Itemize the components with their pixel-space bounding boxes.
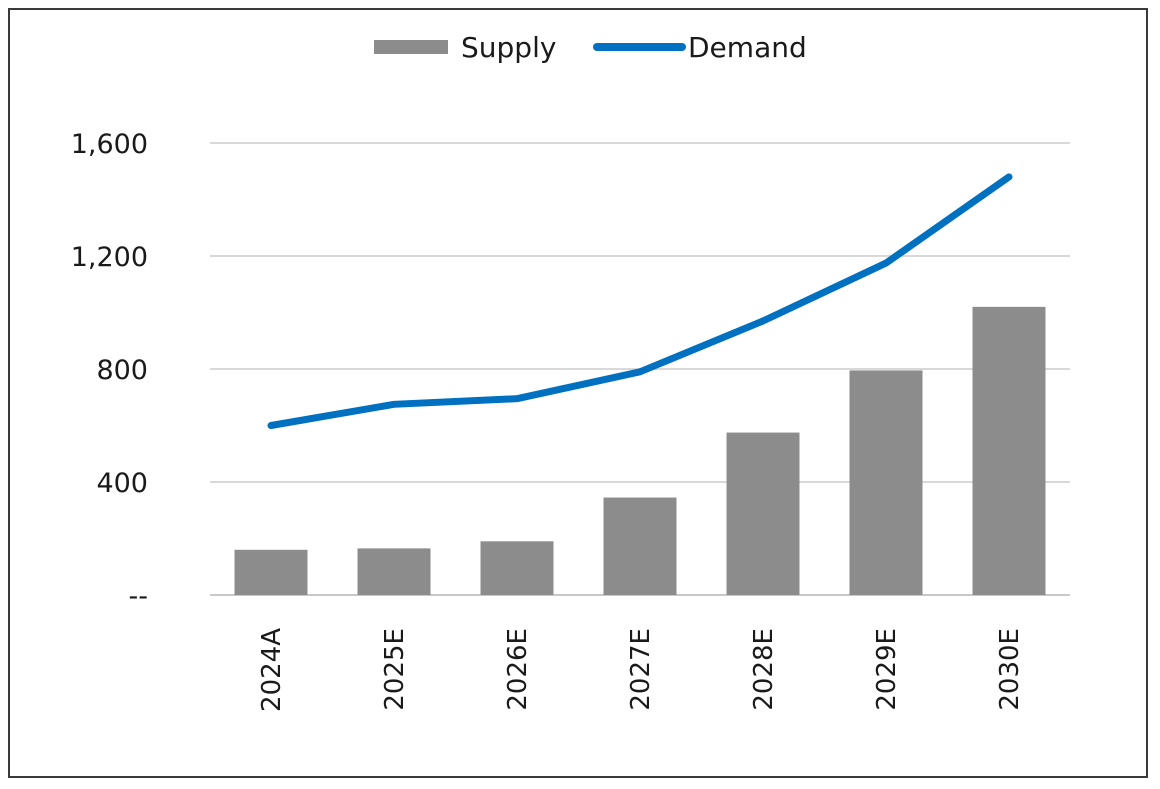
demand-line-group	[267, 173, 1013, 429]
demand-point	[393, 403, 395, 406]
supply-bar	[357, 548, 431, 595]
x-tick-label: 2025E	[380, 628, 410, 711]
demand-point	[1008, 175, 1010, 178]
x-tick-label: 2030E	[995, 628, 1025, 711]
supply-bar	[234, 549, 308, 595]
supply-bar	[603, 497, 677, 595]
demand-point	[885, 262, 887, 265]
chart-frame	[8, 8, 1148, 778]
x-tick-label: 2024A	[257, 628, 287, 712]
demand-point	[762, 319, 764, 322]
legend-supply-swatch	[374, 40, 448, 54]
y-tick-label: 1,600	[71, 129, 148, 160]
x-tick-label: 2026E	[503, 628, 533, 711]
y-tick-label: 1,200	[71, 242, 148, 273]
y-tick-label: 800	[96, 355, 148, 386]
supply-bar	[480, 541, 554, 595]
demand-point	[270, 424, 272, 427]
x-tick-label: 2028E	[749, 628, 779, 711]
x-axis-ticks: 2024A 2025E 2026E 2027E 2028E 2029E 2030E	[257, 628, 1025, 712]
y-axis-ticks: -- 400 800 1,200 1,600	[71, 129, 148, 612]
legend: Supply Demand	[374, 31, 807, 64]
y-tick-label: --	[129, 581, 149, 612]
supply-bar	[972, 306, 1046, 595]
demand-point	[516, 397, 518, 400]
y-tick-label: 400	[96, 468, 148, 499]
legend-demand-label: Demand	[688, 31, 807, 64]
supply-bars	[234, 306, 1046, 595]
supply-bar	[849, 370, 923, 595]
supply-bar	[726, 432, 800, 595]
demand-point	[639, 370, 641, 373]
x-tick-label: 2027E	[626, 628, 656, 711]
x-tick-label: 2029E	[872, 628, 902, 711]
legend-supply-label: Supply	[461, 31, 556, 64]
